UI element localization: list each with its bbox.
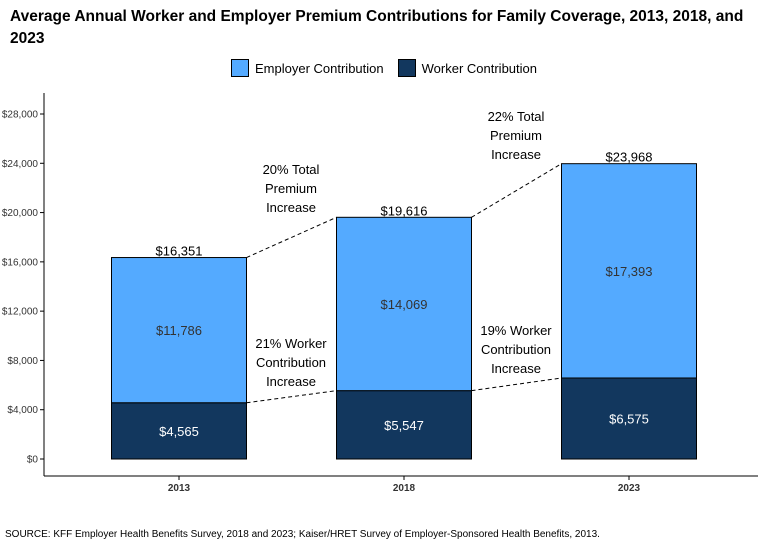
connector-worker [246, 390, 337, 404]
connector-worker [471, 377, 562, 392]
bar-employer-2023 [561, 163, 697, 379]
data-label-employer: $14,069 [381, 297, 428, 312]
x-tick-label: 2023 [618, 483, 641, 494]
annotation-text: Contribution [256, 355, 326, 370]
legend-swatch-worker [397, 59, 416, 77]
data-label-total: $19,616 [381, 203, 428, 218]
legend: Employer Contribution Worker Contributio… [0, 56, 768, 80]
data-label-worker: $5,547 [384, 418, 424, 433]
legend-item-worker: Worker Contribution [397, 59, 537, 77]
annotation-text: Increase [491, 147, 541, 162]
data-label-worker: $6,575 [609, 411, 649, 426]
legend-swatch-employer [231, 59, 249, 77]
annotation-text: Increase [266, 200, 316, 215]
legend-label-employer: Employer Contribution [255, 60, 384, 76]
y-tick-label: $16,000 [2, 257, 39, 268]
source-note: SOURCE: KFF Employer Health Benefits Sur… [5, 529, 600, 540]
data-label-worker: $4,565 [159, 424, 199, 439]
y-tick-label: $8,000 [7, 356, 38, 367]
y-tick-label: $20,000 [2, 208, 39, 219]
chart-title: Average Annual Worker and Employer Premi… [10, 8, 744, 47]
y-tick-label: $24,000 [2, 159, 39, 170]
connector-total [471, 163, 562, 218]
data-label-employer: $17,393 [606, 264, 653, 279]
annotation-text: Contribution [481, 342, 551, 357]
data-label-total: $16,351 [156, 244, 203, 259]
x-tick-label: 2018 [393, 483, 416, 494]
annotation-text: Increase [266, 374, 316, 389]
legend-item-employer: Employer Contribution [231, 59, 384, 77]
annotation-text: 19% Worker [480, 323, 552, 338]
data-label-total: $23,968 [606, 150, 653, 165]
data-label-employer: $11,786 [156, 323, 202, 338]
y-tick-label: $0 [27, 455, 39, 466]
y-tick-label: $12,000 [2, 307, 39, 318]
annotation-text: 21% Worker [255, 336, 327, 351]
legend-label-worker: Worker Contribution [421, 60, 537, 76]
x-tick-label: 2013 [168, 483, 191, 494]
bar-worker-2018 [336, 390, 472, 460]
annotation-text: Premium [265, 181, 317, 196]
bar-employer-2018 [336, 216, 472, 392]
bar-worker-2013 [111, 402, 247, 460]
y-tick-label: $28,000 [2, 110, 39, 121]
annotation-text: Premium [490, 128, 542, 143]
y-tick-label: $4,000 [7, 405, 38, 416]
annotation-text: 20% Total [263, 162, 320, 177]
annotation-text: Increase [491, 361, 541, 376]
connector-total [246, 216, 337, 258]
annotation-text: 22% Total [488, 109, 545, 124]
bar-employer-2013 [111, 257, 247, 404]
